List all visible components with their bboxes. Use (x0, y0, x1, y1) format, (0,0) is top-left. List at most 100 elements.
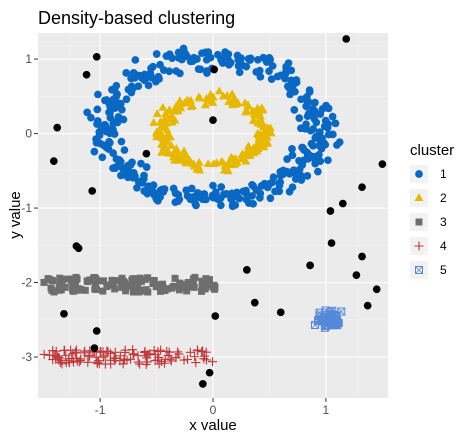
cluster-3-point (209, 283, 217, 291)
cluster-4-point (59, 345, 69, 355)
cluster-1-point (233, 51, 242, 60)
cluster-3-point (198, 281, 206, 289)
cluster-1-point (211, 188, 220, 197)
cluster-3-point (118, 274, 126, 282)
cluster-1-point (159, 66, 168, 74)
cluster-1-point (314, 167, 322, 176)
y-axis-label: y value (7, 191, 24, 239)
noise-point (372, 285, 381, 294)
y-tick-label: -2 (21, 276, 32, 290)
legend-label-5: 5 (440, 263, 447, 277)
cluster-1-point (106, 102, 114, 111)
cluster-4-point (141, 351, 151, 361)
cluster-2-point (190, 161, 200, 170)
cluster-4-point (199, 351, 210, 361)
cluster-3-point (134, 282, 142, 290)
cluster-3-point (48, 277, 56, 285)
cluster-1-point (321, 116, 330, 125)
cluster-1-point (285, 187, 294, 196)
cluster-1-point (93, 105, 102, 114)
cluster-1-point (202, 55, 211, 64)
noise-point (209, 116, 217, 125)
cluster-1-point (92, 138, 101, 147)
cluster-2-point (227, 89, 237, 98)
cluster-2-point (253, 138, 263, 147)
cluster-2-point (160, 116, 170, 125)
cluster-1-point (142, 163, 151, 171)
noise-point (243, 266, 251, 274)
cluster-4-point (129, 349, 139, 359)
cluster-3-point (190, 283, 198, 291)
cluster-1-point (106, 138, 114, 147)
cluster-2-point (179, 146, 189, 155)
noise-point (60, 309, 68, 318)
cluster-2-point (203, 159, 213, 168)
cluster-2-point (244, 141, 253, 150)
cluster-1-point (217, 201, 225, 210)
cluster-1-point (295, 114, 304, 122)
cluster-3-point (62, 275, 70, 283)
cluster-2-point (202, 93, 211, 102)
cluster-4-point (133, 351, 143, 361)
cluster-3-point (128, 276, 136, 284)
legend-key-3 (415, 218, 423, 226)
cluster-4-point (165, 354, 175, 364)
legend-label-3: 3 (440, 215, 447, 229)
cluster-3-point (99, 287, 107, 295)
cluster-4-point (185, 347, 195, 357)
cluster-1-point (231, 201, 240, 209)
cluster-4-point (92, 358, 102, 368)
cluster-1-point (303, 172, 312, 180)
cluster-1-point (295, 156, 303, 165)
cluster-3-point (140, 286, 148, 294)
noise-point (276, 308, 285, 317)
cluster-4-point (96, 347, 106, 357)
cluster-4-point (48, 354, 58, 365)
cluster-3-point (121, 279, 129, 287)
cluster-3-point (178, 281, 186, 289)
cluster-1-point (189, 193, 198, 201)
cluster-1-point (275, 178, 284, 187)
cluster-3-point (183, 287, 191, 295)
cluster-3-point (91, 283, 99, 291)
cluster-4-point (162, 346, 172, 356)
cluster-1-point (302, 96, 311, 104)
cluster-3-point (171, 274, 179, 282)
series-1 (83, 44, 344, 211)
cluster-1-point (305, 86, 314, 94)
cluster-2-point (224, 166, 233, 175)
cluster-2-point (159, 122, 169, 131)
cluster-2-point (230, 159, 240, 168)
cluster-3-point (200, 285, 208, 293)
cluster-4-point (191, 357, 201, 368)
cluster-2-point (223, 159, 233, 168)
cluster-1-point (324, 130, 333, 139)
cluster-4-point (51, 346, 61, 356)
cluster-4-point (83, 357, 93, 367)
cluster-2-point (258, 140, 268, 149)
noise-point (198, 379, 207, 388)
noise-point (358, 183, 366, 192)
cluster-3-point (72, 274, 80, 282)
noise-points (49, 35, 387, 388)
legend-title: cluster (410, 142, 454, 159)
cluster-4-point (143, 349, 153, 360)
cluster-3-point (98, 277, 106, 285)
cluster-1-point (193, 55, 201, 63)
cluster-1-point (328, 112, 337, 121)
noise-point (82, 70, 91, 79)
series-2 (149, 86, 276, 175)
cluster-1-point (149, 62, 157, 71)
cluster-1-point (252, 186, 261, 194)
cluster-1-point (260, 179, 269, 188)
noise-point (92, 327, 101, 335)
cluster-1-point (140, 187, 149, 195)
noise-point (352, 271, 361, 279)
cluster-1-point (101, 121, 109, 129)
cluster-5-point (321, 321, 330, 330)
cluster-3-point (44, 276, 52, 284)
cluster-1-point (244, 199, 253, 207)
cluster-2-point (158, 102, 168, 111)
cluster-1-point (93, 117, 102, 125)
cluster-1-point (109, 95, 118, 104)
